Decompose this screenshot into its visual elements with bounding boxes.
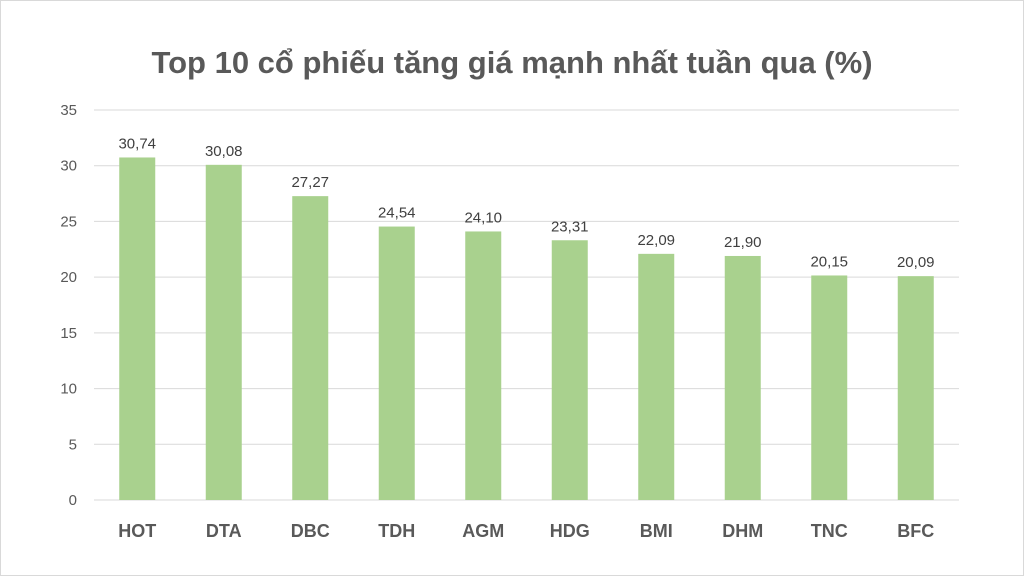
data-label: 27,27 (291, 174, 329, 191)
y-tick-label: 5 (69, 436, 77, 453)
data-label: 24,10 (464, 209, 502, 226)
data-label: 20,09 (897, 254, 935, 271)
x-tick-label: DBC (291, 521, 330, 541)
bar-hdg (551, 240, 588, 500)
x-tick-label: DHM (722, 521, 763, 541)
bar-dhm (724, 255, 761, 500)
data-label: 23,31 (551, 218, 589, 235)
bar-tdh (378, 226, 415, 500)
x-tick-label: DTA (206, 521, 242, 541)
x-tick-label: AGM (462, 521, 504, 541)
data-label: 20,15 (810, 253, 848, 270)
y-tick-label: 35 (60, 102, 77, 119)
bar-dbc (292, 196, 329, 501)
data-label: 22,09 (637, 232, 675, 249)
data-labels: 30,74 30,08 27,27 24,54 24,10 23,31 22,09 21,90… (118, 135, 934, 271)
y-tick-label: 0 (69, 492, 77, 509)
y-tick-label: 20 (60, 269, 77, 286)
y-tick-label: 25 (60, 213, 77, 230)
data-label: 30,08 (205, 143, 243, 160)
x-tick-label: BMI (640, 521, 673, 541)
y-tick-label: 10 (60, 381, 77, 398)
bar-hot (119, 157, 156, 500)
bar-agm (465, 231, 502, 500)
chart-title: Top 10 cổ phiếu tăng giá mạnh nhất tuần … (151, 45, 872, 80)
data-label: 30,74 (118, 135, 156, 152)
y-axis-ticks: 0 5 10 15 20 25 30 35 (60, 102, 77, 509)
y-tick-label: 15 (60, 325, 77, 342)
data-label: 24,54 (378, 205, 416, 222)
data-label: 21,90 (724, 234, 762, 251)
x-tick-label: TNC (811, 521, 848, 541)
x-tick-label: HDG (550, 521, 590, 541)
x-tick-label: BFC (897, 521, 934, 541)
bar-bmi (638, 253, 675, 500)
bar-dta (205, 164, 242, 500)
bar-tnc (811, 275, 848, 500)
y-tick-label: 30 (60, 158, 77, 175)
bars (119, 157, 934, 501)
x-tick-label: TDH (378, 521, 415, 541)
bar-bfc (897, 276, 934, 500)
x-axis-ticks: HOT DTA DBC TDH AGM HDG BMI DHM TNC BFC (118, 521, 934, 541)
x-tick-label: HOT (118, 521, 156, 541)
